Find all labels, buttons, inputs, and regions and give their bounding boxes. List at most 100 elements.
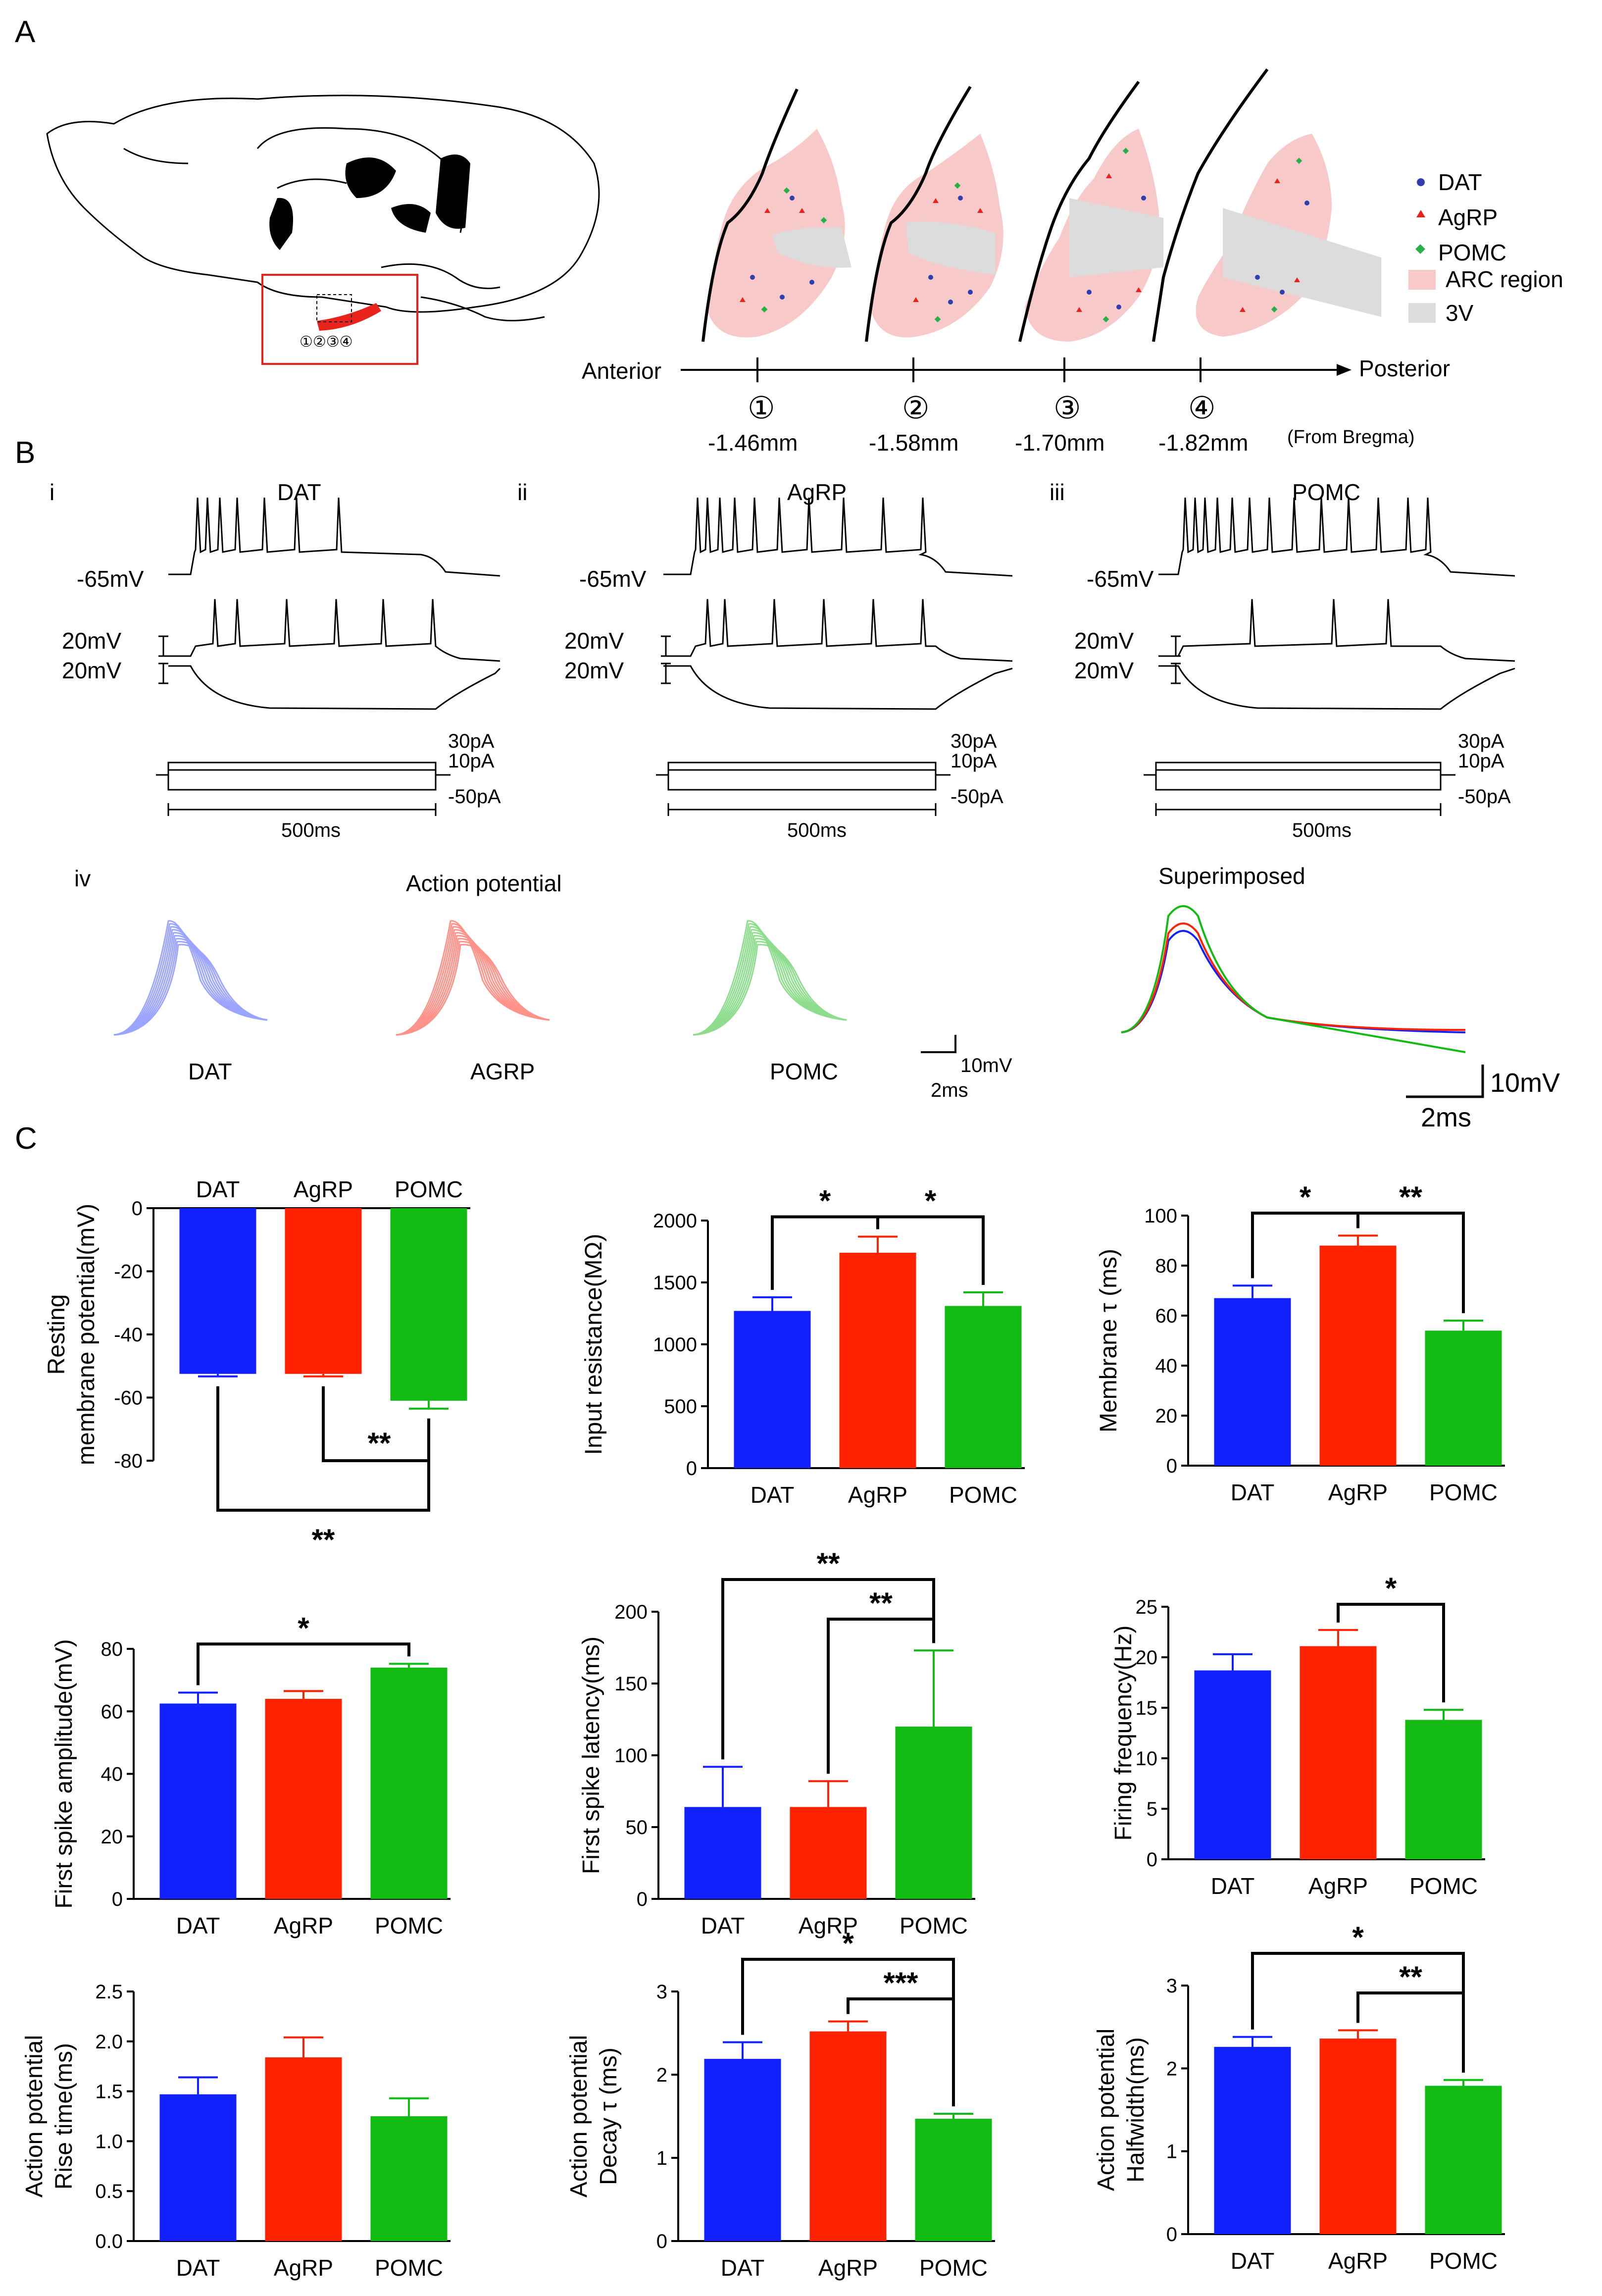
y-tick-label: 1 (1166, 2141, 1177, 2163)
legend-arc-swatch (1408, 270, 1436, 290)
current-10-agrp: 10pA (951, 750, 997, 772)
error-bar (1444, 1320, 1483, 1331)
y-axis-label: First spike latency(ms) (578, 1636, 604, 1874)
y-tick-label: 0 (686, 1458, 697, 1480)
section-2-position: -1.58mm (869, 430, 958, 456)
bar-chart-2: 0 500 1000 1500 2000 Input resistance(MΩ) DAT A… (581, 1184, 1025, 1508)
error-bar (1338, 1234, 1378, 1246)
ap-sweep (396, 938, 550, 1036)
category-label: AgRP (274, 1913, 333, 1939)
ap-sweep (693, 926, 847, 1036)
ap-sweep (113, 941, 268, 1036)
trace-roman-ii: ii (517, 479, 527, 505)
significance-bracket (721, 1578, 935, 1760)
ap-sweep (693, 932, 847, 1036)
y-axis-label-line: Rise time(ms) (51, 2043, 77, 2190)
y-tick-label: 10 (1136, 1748, 1158, 1770)
significance-label: ** (368, 1427, 391, 1460)
error-bar (703, 1766, 743, 1807)
superimposed-trace (1121, 922, 1466, 1033)
ap-sweep (396, 932, 550, 1036)
current-10-dat: 10pA (448, 750, 495, 772)
trace-threshold (1158, 599, 1515, 662)
trace-threshold (663, 599, 1013, 662)
y-axis-label-line: Resting (44, 1294, 70, 1375)
ap-sweep (113, 929, 268, 1036)
y-tick-label: 15 (1136, 1697, 1158, 1719)
trace-roman-i: i (50, 479, 54, 505)
significance-bracket (876, 1215, 985, 1285)
y-tick-label: 2 (656, 2064, 667, 2086)
y-tick-label: 2000 (653, 1210, 697, 1232)
ap-sweep (113, 935, 268, 1036)
y-axis-label: Firing frequency(Hz) (1110, 1626, 1137, 1841)
error-bar (1318, 1629, 1358, 1646)
y-tick-label: 80 (101, 1638, 123, 1660)
significance-bracket (827, 1618, 935, 1774)
bar-chart-6: 0 5 10 15 20 25 Firing frequency(Hz) DAT AgRP POM… (1110, 1572, 1485, 1899)
error-bar (1213, 1653, 1252, 1671)
category-label: POMC (375, 1913, 443, 1939)
superimposed-trace (1121, 930, 1466, 1033)
panel-label-b: B (15, 436, 35, 470)
y-tick-label: 60 (101, 1701, 123, 1723)
significance-bracket (847, 1997, 955, 2106)
legend-agrp-marker (1416, 210, 1425, 217)
inset-arc-region (317, 303, 381, 331)
protocol-duration-bar (167, 803, 437, 816)
ap-sweep (396, 941, 550, 1036)
scale1-label-dat: 20mV (62, 628, 121, 654)
y-axis-label-line: First spike latency(ms) (578, 1636, 604, 1874)
bar-dat (159, 2094, 237, 2241)
significance-bracket (1337, 1603, 1445, 1703)
error-bar (178, 2076, 218, 2094)
ap-sweep (113, 932, 268, 1036)
current-50-pomc: -50pA (1458, 786, 1511, 808)
ap-sweep (396, 944, 550, 1036)
section-4-number: ④ (1188, 391, 1216, 425)
category-label: POMC (1429, 1480, 1498, 1505)
y-tick-label: 1.0 (95, 2131, 123, 2152)
y-tick-label: 1500 (653, 1272, 697, 1294)
protocol-step-box (1155, 762, 1442, 791)
category-label: POMC (900, 1913, 968, 1939)
y-tick-label: 20 (1155, 1405, 1178, 1427)
error-bar (914, 1649, 953, 1727)
y-axis-label-line: Input resistance(MΩ) (581, 1234, 607, 1455)
ap-overlay-pomc (693, 920, 847, 1036)
bar-pomc (1425, 2086, 1502, 2234)
error-bar (1444, 2079, 1483, 2086)
trace-title-agrp: AgRP (787, 479, 847, 505)
trace-roman-iii: iii (1050, 479, 1065, 505)
y-tick-label: 60 (1155, 1305, 1178, 1327)
significance-label: * (819, 1184, 831, 1218)
scale2-label-agrp: 20mV (564, 658, 624, 683)
y-tick-label: 3 (1166, 1975, 1177, 1997)
bar-agrp (790, 1807, 867, 1899)
y-tick-label: 50 (626, 1817, 648, 1838)
y-tick-label: 40 (1155, 1355, 1178, 1377)
rest-label-agrp: -65mV (579, 566, 647, 592)
y-tick-label: 0 (1166, 1455, 1177, 1477)
ap-label-pomc: POMC (770, 1059, 838, 1084)
ap-sweep (113, 926, 268, 1036)
error-bar (963, 1291, 1003, 1306)
rest-label-dat: -65mV (77, 566, 144, 592)
y-tick-label: 500 (664, 1396, 697, 1418)
scale2-label-dat: 20mV (62, 658, 121, 683)
bar-agrp (839, 1253, 916, 1468)
error-bar (303, 1374, 343, 1378)
bar-dat (684, 1807, 761, 1899)
bar-chart-1: 0 -20 -40 -60 -80 Resting membrane potential(m… (44, 1176, 470, 1556)
significance-label: ** (312, 1523, 335, 1556)
section-4-position: -1.82mm (1158, 430, 1248, 456)
bar-agrp (285, 1208, 362, 1374)
panel-a-legend: DAT AgRP POMC ARC region 3V (1408, 169, 1563, 326)
category-label: DAT (1211, 1873, 1255, 1899)
current-50-dat: -50pA (448, 786, 501, 808)
scale2-label-pomc: 20mV (1074, 658, 1134, 683)
y-tick-label: 100 (1144, 1205, 1177, 1227)
scale1-label-agrp: 20mV (564, 628, 624, 654)
scale1-label-pomc: 20mV (1074, 628, 1134, 654)
